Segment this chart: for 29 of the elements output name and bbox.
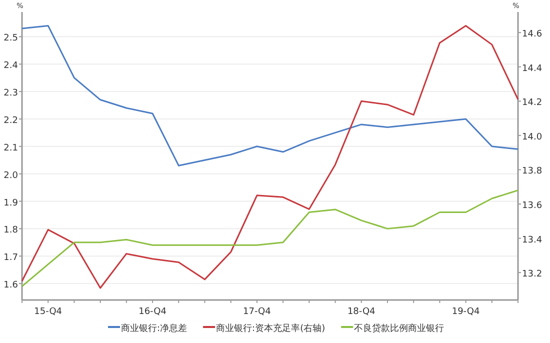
x-tick-label: 17-Q4 [243, 307, 272, 317]
y-tick-label: 2.2 [4, 116, 18, 126]
y-tick-label: 1.6 [4, 280, 18, 291]
line-series [21, 24, 519, 289]
y-tick-label: 2.4 [4, 61, 18, 72]
legend-label: 不良贷款比例商业银行 [354, 323, 444, 334]
x-tick-label: 18-Q4 [347, 307, 376, 317]
y-tick-label: 2.5 [4, 34, 18, 44]
y2-tick-label: 13.6 [522, 201, 542, 211]
y-tick-label: 2.0 [4, 170, 18, 181]
y-tick-label: 2.3 [4, 88, 18, 99]
y2-tick-label: 14.6 [522, 30, 542, 40]
y2-tick-label: 13.2 [522, 270, 542, 280]
y2-tick-label: 13.8 [522, 166, 542, 177]
y-tick-label: 2.1 [4, 143, 18, 154]
line-series [21, 24, 519, 166]
legend-label: 商业银行:净息差 [121, 323, 188, 334]
y2-tick-label: 13.4 [522, 235, 542, 246]
x-tick-label: 15-Q4 [34, 307, 62, 317]
y-tick-label: 1.8 [4, 226, 18, 236]
y2-tick-label: 14.0 [522, 132, 542, 142]
line-series [21, 190, 519, 288]
y-tick-label: 1.9 [4, 198, 18, 208]
legend-label: 商业银行:资本充足率(右轴) [216, 323, 326, 334]
y2-tick-label: 14.4 [522, 64, 542, 74]
y-tick-label: 1.7 [4, 253, 18, 264]
x-tick-label: 16-Q4 [138, 307, 167, 317]
x-tick-label: 19-Q4 [452, 307, 480, 317]
y2-tick-label: 14.2 [522, 98, 542, 108]
